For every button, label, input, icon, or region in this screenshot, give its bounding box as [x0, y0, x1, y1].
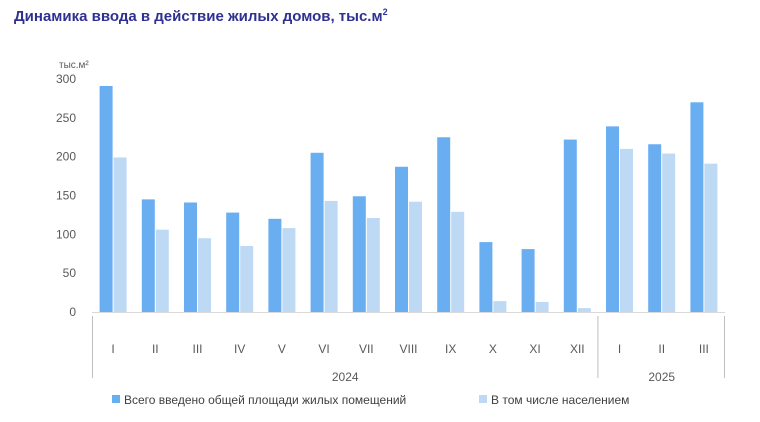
y-axis: 0 50 100 150 200 250 300	[56, 72, 76, 319]
bar-population	[113, 157, 127, 312]
x-tick-label: III	[699, 342, 709, 356]
x-tick-label: XII	[570, 342, 585, 356]
x-tick-label: VI	[318, 342, 329, 356]
legend-item: Всего введено общей площади жилых помеще…	[112, 393, 406, 407]
y-tick-label: 150	[56, 189, 76, 203]
bar-total	[521, 249, 535, 312]
x-tick-label: IX	[445, 342, 456, 356]
x-tick-label: X	[489, 342, 497, 356]
bar-population	[324, 200, 338, 312]
x-tick-label: IV	[234, 342, 245, 356]
bar-total	[437, 137, 451, 312]
chart-title-superscript: 2	[382, 7, 388, 17]
x-tick-label: III	[192, 342, 202, 356]
y-tick-label: 300	[56, 72, 76, 86]
bar-population	[662, 153, 676, 312]
bar-population	[282, 228, 296, 312]
bar-population	[620, 148, 633, 312]
y-tick-label: 100	[56, 227, 76, 241]
x-tick-label: XI	[529, 342, 540, 356]
chart-title-text: Динамика ввода в действие жилых домов, т…	[14, 8, 383, 25]
y-tick-label: 0	[69, 305, 76, 319]
x-group-label: 2025	[648, 370, 675, 384]
legend-label: В том числе населением	[491, 393, 629, 407]
bar-population	[451, 211, 465, 312]
bar-population	[240, 245, 254, 312]
bar-total	[310, 152, 324, 312]
bar-total	[395, 166, 408, 312]
bar-population	[577, 308, 591, 312]
bar-population	[493, 301, 507, 312]
y-tick-label: 50	[63, 266, 77, 280]
legend: Всего введено общей площади жилых помеще…	[112, 393, 629, 407]
bar-population	[409, 201, 422, 312]
bar-total	[184, 202, 197, 312]
bar-total	[563, 139, 577, 312]
bar-population	[704, 163, 718, 312]
bar-total	[479, 242, 493, 312]
x-group-label: 2024	[332, 370, 359, 384]
legend-swatch	[112, 395, 120, 403]
x-tick-label: II	[152, 342, 159, 356]
bar-total	[268, 218, 282, 312]
bar-total	[352, 196, 366, 312]
bar-population	[155, 229, 169, 312]
bar-population	[366, 218, 380, 312]
x-tick-label: V	[278, 342, 286, 356]
x-tick-label: I	[111, 342, 114, 356]
bar-population	[198, 238, 211, 312]
y-axis-unit: тыс.м²	[59, 60, 89, 71]
bar-total	[606, 126, 619, 312]
x-tick-label: I	[618, 342, 621, 356]
bar-total	[648, 144, 662, 312]
x-tick-label: VIII	[399, 342, 417, 356]
bar-total	[99, 85, 113, 313]
legend-label: Всего введено общей площади жилых помеще…	[124, 393, 406, 407]
y-axis-label: тыс.м²	[59, 60, 89, 71]
legend-swatch	[479, 395, 487, 403]
y-tick-label: 200	[56, 150, 76, 164]
bar-total	[226, 212, 240, 312]
y-tick-label: 250	[56, 111, 76, 125]
bar-total	[141, 199, 155, 312]
legend-item: В том числе населением	[479, 393, 629, 407]
x-tick-label: II	[658, 342, 665, 356]
bar-total	[690, 102, 704, 312]
bars	[99, 85, 718, 313]
bar-population	[535, 301, 549, 312]
x-tick-label: VII	[359, 342, 374, 356]
chart-title: Динамика ввода в действие жилых домов, т…	[14, 7, 388, 26]
